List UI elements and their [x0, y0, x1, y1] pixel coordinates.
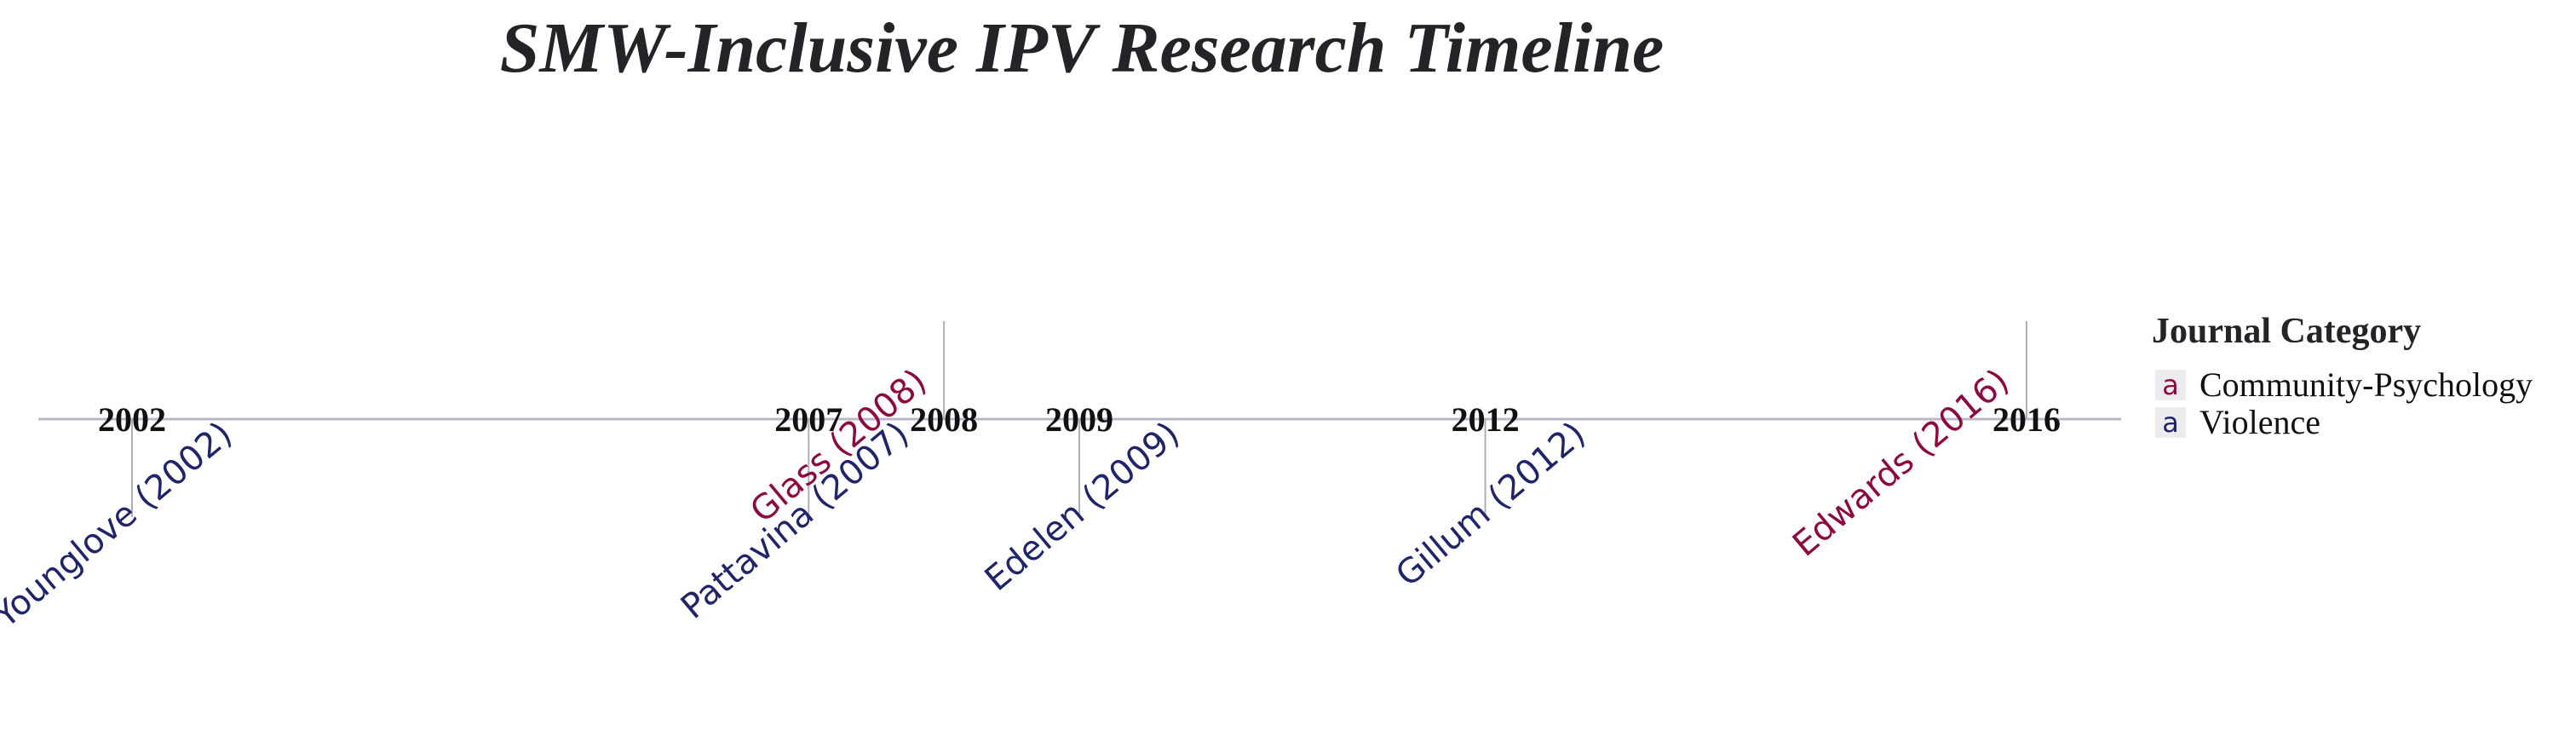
legend-label: Community-Psychology: [2199, 365, 2533, 404]
event-label: Edelen (2009): [978, 414, 1187, 599]
legend-title: Journal Category: [2152, 312, 2421, 351]
tick-label: 2002: [98, 400, 166, 439]
event-labels: Younglove (2002) Pattavina (2007)Glass (2…: [0, 361, 2016, 635]
legend-key: [2155, 407, 2186, 438]
event-stems: [131, 321, 2027, 517]
tick-label: 2012: [1452, 400, 1520, 439]
legend: Journal Category a Community-Psychology a V…: [2152, 312, 2533, 441]
tick-label: 2008: [910, 400, 978, 439]
year-ticks: 2002 2007 2008 2009 2012 2016: [98, 400, 2061, 439]
event-label: Edwards (2016): [1785, 361, 2016, 564]
legend-key-glyph: a: [2162, 369, 2179, 401]
legend-label: Violence: [2199, 403, 2320, 441]
event-label: Younglove (2002): [0, 414, 239, 635]
legend-key: [2155, 370, 2186, 400]
event-label: Pattavina (2007): [674, 414, 917, 626]
tick-label: 2016: [1992, 400, 2061, 439]
chart-title: SMW-Inclusive IPV Research Timeline: [500, 9, 1665, 88]
legend-key-glyph: a: [2162, 406, 2179, 439]
tick-label: 2009: [1045, 400, 1113, 439]
event-label: Gillum (2012): [1389, 414, 1593, 595]
tick-label: 2007: [774, 400, 842, 439]
